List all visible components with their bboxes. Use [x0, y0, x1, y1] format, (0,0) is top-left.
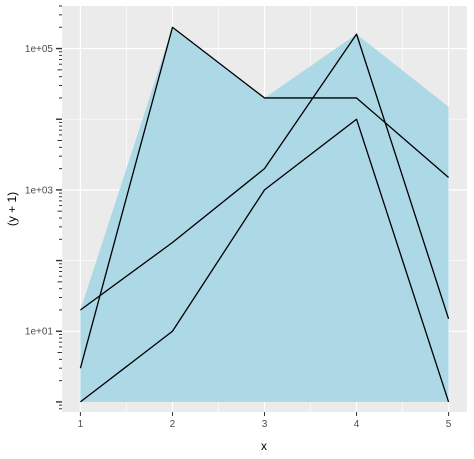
- x-tick-label: 3: [262, 419, 268, 430]
- y-axis-title: (y + 1): [5, 192, 19, 226]
- series-line-1: [79, 26, 450, 369]
- y-tick-label: 1e+01: [25, 327, 54, 338]
- series-line-2: [80, 33, 450, 319]
- series-lines: [79, 26, 450, 403]
- x-tick-label: 5: [446, 419, 452, 430]
- y-axis-ticks: 1e+01 1e+03 1e+05: [25, 5, 62, 410]
- y-tick-label: 1e+03: [25, 185, 54, 196]
- y-tick-label: 1e+05: [25, 44, 54, 55]
- x-axis-ticks: 1 2 3 4 5: [78, 412, 452, 430]
- series-line-3: [80, 118, 450, 403]
- x-tick-label: 1: [78, 419, 84, 430]
- x-tick-label: 4: [354, 419, 360, 430]
- x-axis-title: x: [261, 439, 267, 453]
- x-tick-label: 2: [170, 419, 176, 430]
